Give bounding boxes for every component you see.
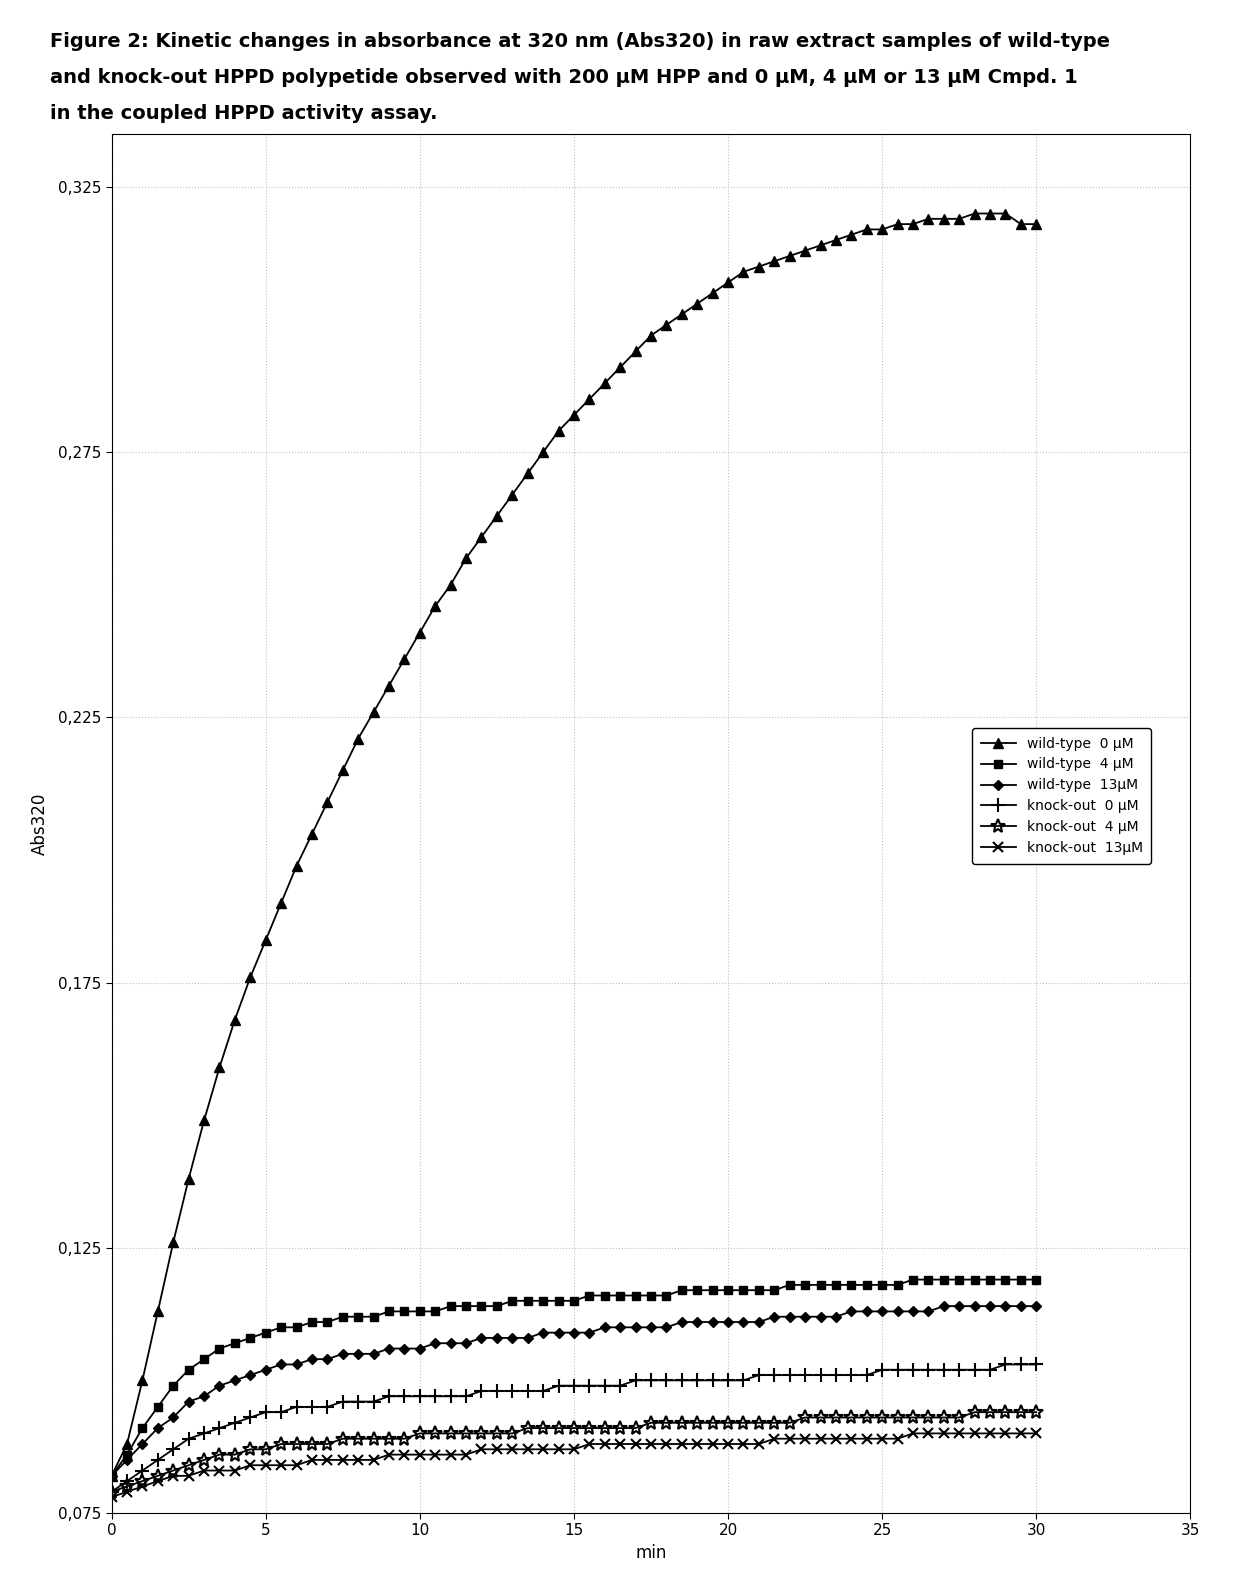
wild-type  13μM [598,1318,613,1336]
knock-out  13μM [921,1425,936,1444]
knock-out  13μM [598,1434,613,1453]
wild-type  4 μM [104,1466,119,1485]
knock-out  4 μM [1029,1403,1044,1422]
wild-type  0 μM [1029,214,1044,233]
knock-out  4 μM [658,1414,673,1433]
wild-type  0 μM [658,315,673,334]
wild-type  0 μM [598,374,613,392]
Text: and knock-out HPPD polypetide observed with 200 μM HPP and 0 μM, 4 μM or 13 μM C: and knock-out HPPD polypetide observed w… [50,68,1078,87]
wild-type  4 μM [320,1313,335,1332]
wild-type  4 μM [1029,1270,1044,1289]
knock-out  4 μM [320,1434,335,1453]
knock-out  13μM [289,1456,304,1475]
wild-type  0 μM [289,856,304,875]
X-axis label: min: min [635,1544,667,1562]
wild-type  13μM [289,1355,304,1374]
wild-type  0 μM [905,214,920,233]
Line: knock-out  13μM: knock-out 13μM [107,1428,1042,1502]
knock-out  0 μM [428,1387,443,1406]
Y-axis label: Abs320: Abs320 [31,793,50,854]
knock-out  13μM [104,1488,119,1507]
wild-type  13μM [936,1297,951,1316]
knock-out  4 μM [598,1418,613,1437]
Line: wild-type  13μM: wild-type 13μM [108,1303,1040,1480]
knock-out  0 μM [658,1371,673,1390]
Text: in the coupled HPPD activity assay.: in the coupled HPPD activity assay. [50,104,438,123]
knock-out  13μM [905,1425,920,1444]
knock-out  13μM [658,1434,673,1453]
knock-out  13μM [1029,1425,1044,1444]
knock-out  0 μM [289,1398,304,1417]
Text: Figure 2: Kinetic changes in absorbance at 320 nm (Abs320) in raw extract sample: Figure 2: Kinetic changes in absorbance … [50,32,1110,50]
Line: wild-type  0 μM: wild-type 0 μM [107,208,1042,1481]
knock-out  0 μM [320,1398,335,1417]
wild-type  0 μM [967,203,982,222]
wild-type  0 μM [428,597,443,616]
knock-out  0 μM [998,1355,1013,1374]
Line: knock-out  4 μM: knock-out 4 μM [104,1406,1043,1499]
wild-type  4 μM [905,1270,920,1289]
knock-out  4 μM [428,1425,443,1444]
knock-out  13μM [320,1450,335,1469]
knock-out  0 μM [1029,1355,1044,1374]
wild-type  4 μM [289,1318,304,1336]
knock-out  0 μM [905,1360,920,1379]
wild-type  13μM [104,1466,119,1485]
Legend: wild-type  0 μM, wild-type  4 μM, wild-type  13μM, knock-out  0 μM, knock-out  4: wild-type 0 μM, wild-type 4 μM, wild-typ… [972,728,1151,864]
wild-type  13μM [905,1302,920,1321]
knock-out  4 μM [289,1434,304,1453]
wild-type  4 μM [658,1286,673,1305]
knock-out  4 μM [104,1483,119,1502]
wild-type  4 μM [428,1302,443,1321]
wild-type  0 μM [104,1466,119,1485]
knock-out  0 μM [598,1376,613,1395]
Line: knock-out  0 μM: knock-out 0 μM [104,1357,1043,1499]
knock-out  4 μM [905,1407,920,1426]
wild-type  4 μM [598,1286,613,1305]
Line: wild-type  4 μM: wild-type 4 μM [108,1275,1040,1480]
wild-type  4 μM [921,1270,936,1289]
wild-type  13μM [428,1333,443,1352]
wild-type  13μM [1029,1297,1044,1316]
knock-out  4 μM [967,1403,982,1422]
wild-type  0 μM [320,793,335,812]
wild-type  13μM [658,1318,673,1336]
knock-out  0 μM [104,1483,119,1502]
wild-type  13μM [320,1349,335,1368]
knock-out  13μM [428,1445,443,1464]
